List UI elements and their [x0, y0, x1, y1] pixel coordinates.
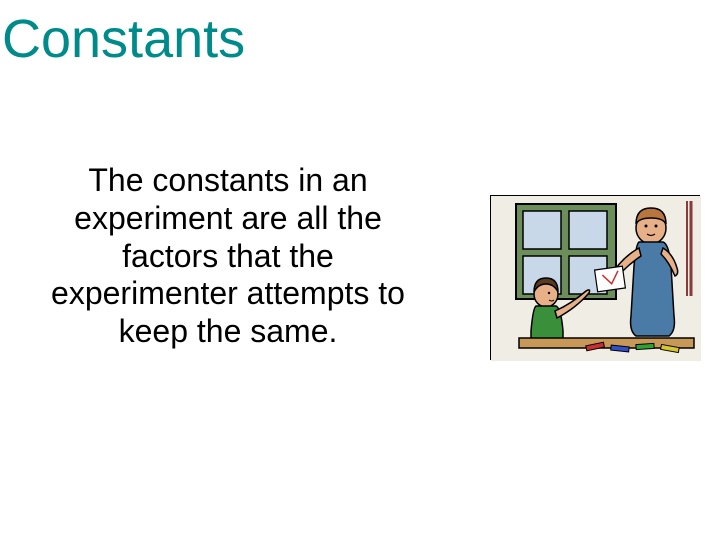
slide-body-text: The constants in an experiment are all t…: [38, 162, 418, 351]
teacher-student-illustration: [490, 195, 700, 360]
slide-title: Constants: [2, 8, 245, 70]
